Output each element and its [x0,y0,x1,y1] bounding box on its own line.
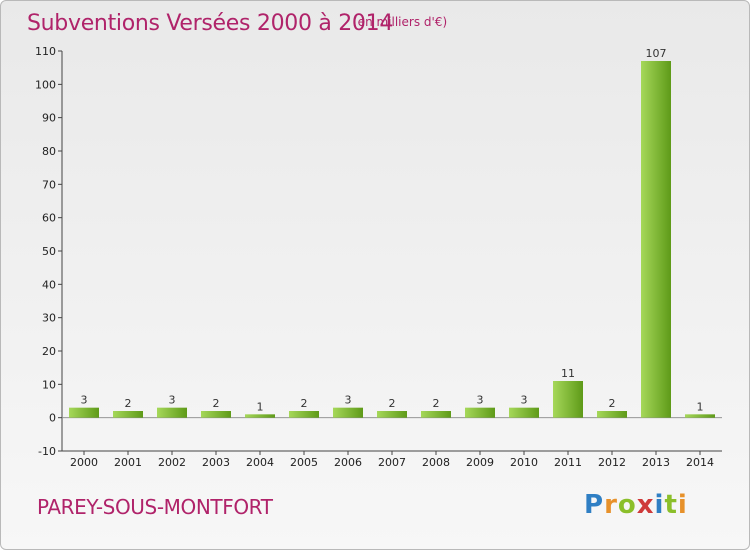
bar [685,414,715,418]
y-tick-label: 20 [42,345,56,358]
bar [421,411,451,418]
bar-value-label: 107 [646,47,667,60]
logo-letter: o [617,490,637,520]
y-tick-label: 50 [42,245,56,258]
x-tick-label: 2010 [510,456,538,469]
logo-letter: r [604,490,618,520]
proxiti-logo: Proxiti [584,490,688,520]
bar-value-label: 2 [301,397,308,410]
bar-value-label: 3 [81,394,88,407]
bar [201,411,231,418]
y-tick-label: 100 [35,78,56,91]
bar [157,407,187,418]
bar [245,414,275,418]
bar [597,411,627,418]
y-tick-label: 60 [42,212,56,225]
y-tick-label: 0 [49,412,56,425]
logo-letter: x [636,490,655,520]
bar [333,407,363,418]
logo-letter: i [677,490,688,520]
y-tick-label: 80 [42,145,56,158]
bar [465,407,495,418]
bar-value-label: 3 [345,394,352,407]
bar [289,411,319,418]
bar [553,381,583,418]
bar-value-label: 2 [213,397,220,410]
y-tick-label: 70 [42,178,56,191]
chart-title: Subventions Versées 2000 à 2014 [27,11,394,36]
x-tick-label: 2000 [70,456,98,469]
x-tick-label: 2009 [466,456,494,469]
x-tick-label: 2014 [686,456,714,469]
x-tick-label: 2011 [554,456,582,469]
logo-letter: i [654,490,665,520]
x-tick-label: 2008 [422,456,450,469]
bar-value-label: 3 [169,394,176,407]
bar [641,61,671,418]
x-tick-label: 2002 [158,456,186,469]
bar-value-label: 3 [477,394,484,407]
bar-value-label: 1 [697,400,704,413]
y-tick-label: 10 [42,378,56,391]
x-tick-label: 2001 [114,456,142,469]
chart-labels: 3 2 3 2 1 2 3 2 2 3 3 11 2 107 1 [81,47,704,413]
y-tick-label: 40 [42,278,56,291]
bar-value-label: 11 [561,367,575,380]
logo-letter: t [664,490,678,520]
x-tick-label: 2012 [598,456,626,469]
y-tick-label: 110 [35,45,56,58]
place-name: PAREY-SOUS-MONTFORT [37,495,273,519]
logo-letter: P [584,490,605,520]
y-tick-label: 90 [42,112,56,125]
bar [113,411,143,418]
x-tick-label: 2004 [246,456,274,469]
y-tick-label: 30 [42,312,56,325]
bar [377,411,407,418]
x-tick-label: 2005 [290,456,318,469]
bar-value-label: 2 [389,397,396,410]
bar [509,407,539,418]
x-tick-label: 2003 [202,456,230,469]
chart-subtitle: (en milliers d'€) [353,15,448,29]
bar [69,407,99,418]
bar-value-label: 3 [521,394,528,407]
x-tick-label: 2007 [378,456,406,469]
y-tick-label: -10 [38,445,56,458]
bar-value-label: 1 [257,400,264,413]
x-tick-label: 2013 [642,456,670,469]
bar-value-label: 2 [433,397,440,410]
bar-value-label: 2 [125,397,132,410]
chart-axes: -10 0 10 20 30 40 50 60 70 80 90 100 110 2000 2001 2002… [35,45,722,469]
chart-bars [69,61,715,418]
x-tick-label: 2006 [334,456,362,469]
bar-value-label: 2 [609,397,616,410]
